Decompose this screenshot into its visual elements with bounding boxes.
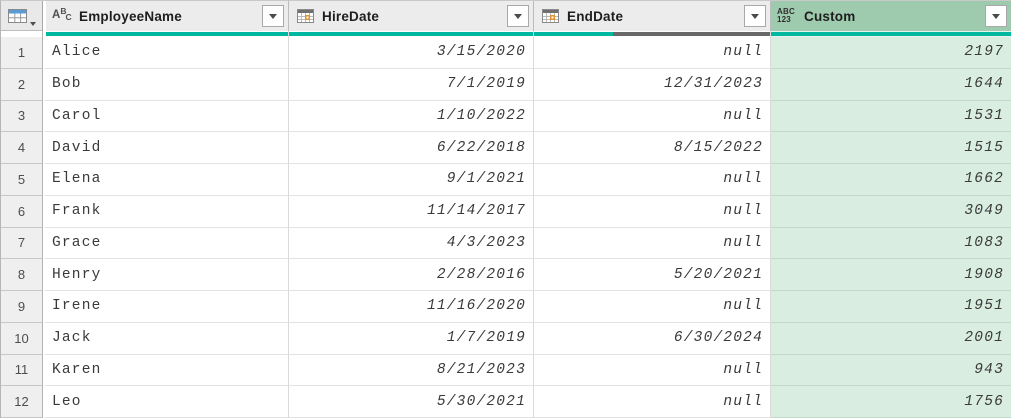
cell-hiredate[interactable]: 5/30/2021 [289, 386, 534, 418]
row-number[interactable]: 9 [1, 291, 43, 323]
row-number[interactable]: 5 [1, 164, 43, 196]
cell-hiredate[interactable]: 8/21/2023 [289, 354, 534, 387]
cell-enddate[interactable]: 8/15/2022 [534, 132, 771, 164]
filter-button[interactable] [507, 5, 529, 27]
row-number[interactable]: 11 [1, 354, 43, 387]
filter-button[interactable] [744, 5, 766, 27]
quality-bar-corner [1, 31, 43, 37]
cell-hiredate[interactable]: 3/15/2020 [289, 37, 534, 69]
row-number[interactable]: 3 [1, 100, 43, 133]
table-icon [7, 8, 27, 23]
cell-hiredate[interactable]: 1/10/2022 [289, 100, 534, 133]
filter-dropdown-icon [269, 13, 277, 19]
date-type-icon[interactable] [295, 9, 316, 23]
cell-hiredate[interactable]: 7/1/2019 [289, 68, 534, 101]
column-label: EmployeeName [79, 8, 182, 24]
cell-enddate[interactable]: null [534, 37, 771, 69]
quality-bar-custom [771, 31, 1011, 37]
select-all-button[interactable] [1, 1, 43, 31]
dropdown-caret-icon [29, 22, 36, 26]
filter-button[interactable] [262, 5, 284, 27]
cell-custom[interactable]: 1908 [771, 259, 1011, 291]
cell-hiredate[interactable]: 11/14/2017 [289, 195, 534, 228]
quality-bar-enddate [534, 31, 771, 37]
filter-dropdown-icon [751, 13, 759, 19]
cell-hiredate[interactable]: 2/28/2016 [289, 259, 534, 291]
cell-employeename[interactable]: Grace [43, 227, 289, 260]
quality-valid-segment [534, 32, 613, 36]
cell-hiredate[interactable]: 6/22/2018 [289, 132, 534, 164]
any-type-icon[interactable]: ABC 123 [777, 7, 795, 24]
filter-dropdown-icon [514, 13, 522, 19]
row-number[interactable]: 4 [1, 132, 43, 164]
cell-employeename[interactable]: Bob [43, 68, 289, 101]
quality-bar-hiredate [289, 31, 534, 37]
quality-valid-segment [289, 32, 533, 36]
cell-custom[interactable]: 1083 [771, 227, 1011, 260]
row-number[interactable]: 1 [1, 37, 43, 69]
quality-empty-segment [612, 32, 770, 36]
column-label: Custom [804, 8, 856, 24]
column-label: EndDate [567, 8, 624, 24]
cell-employeename[interactable]: Frank [43, 195, 289, 228]
cell-enddate[interactable]: null [534, 291, 771, 323]
quality-valid-segment [771, 32, 1011, 36]
cell-enddate[interactable]: null [534, 100, 771, 133]
cell-hiredate[interactable]: 1/7/2019 [289, 322, 534, 355]
column-header-custom[interactable]: ABC 123 Custom [771, 1, 1011, 31]
cell-custom[interactable]: 2001 [771, 322, 1011, 355]
row-number[interactable]: 12 [1, 386, 43, 418]
cell-enddate[interactable]: null [534, 195, 771, 228]
cell-custom[interactable]: 1644 [771, 68, 1011, 101]
quality-valid-segment [46, 32, 288, 36]
cell-enddate[interactable]: null [534, 164, 771, 196]
cell-employeename[interactable]: Carol [43, 100, 289, 133]
cell-employeename[interactable]: Elena [43, 164, 289, 196]
quality-bar-employeename [43, 31, 289, 37]
cell-enddate[interactable]: 5/20/2021 [534, 259, 771, 291]
cell-enddate[interactable]: 6/30/2024 [534, 322, 771, 355]
cell-employeename[interactable]: Leo [43, 386, 289, 418]
cell-enddate[interactable]: null [534, 354, 771, 387]
cell-employeename[interactable]: Karen [43, 354, 289, 387]
row-number[interactable]: 2 [1, 68, 43, 101]
cell-hiredate[interactable]: 9/1/2021 [289, 164, 534, 196]
cell-enddate[interactable]: 12/31/2023 [534, 68, 771, 101]
date-type-icon[interactable] [540, 9, 561, 23]
cell-custom[interactable]: 3049 [771, 195, 1011, 228]
cell-hiredate[interactable]: 4/3/2023 [289, 227, 534, 260]
cell-custom[interactable]: 1756 [771, 386, 1011, 418]
cell-employeename[interactable]: David [43, 132, 289, 164]
cell-custom[interactable]: 1662 [771, 164, 1011, 196]
column-header-hiredate[interactable]: HireDate [289, 1, 534, 31]
row-number[interactable]: 7 [1, 227, 43, 260]
cell-employeename[interactable]: Irene [43, 291, 289, 323]
cell-custom[interactable]: 2197 [771, 37, 1011, 69]
filter-button[interactable] [985, 5, 1007, 27]
row-number[interactable]: 8 [1, 259, 43, 291]
cell-employeename[interactable]: Henry [43, 259, 289, 291]
cell-custom[interactable]: 1531 [771, 100, 1011, 133]
cell-employeename[interactable]: Jack [43, 322, 289, 355]
cell-custom[interactable]: 1515 [771, 132, 1011, 164]
cell-enddate[interactable]: null [534, 227, 771, 260]
cell-hiredate[interactable]: 11/16/2020 [289, 291, 534, 323]
column-header-enddate[interactable]: EndDate [534, 1, 771, 31]
cell-custom[interactable]: 1951 [771, 291, 1011, 323]
row-number[interactable]: 6 [1, 195, 43, 228]
filter-dropdown-icon [992, 13, 1000, 19]
cell-enddate[interactable]: null [534, 386, 771, 418]
cell-employeename[interactable]: Alice [43, 37, 289, 69]
row-number[interactable]: 10 [1, 322, 43, 355]
column-label: HireDate [322, 8, 380, 24]
cell-custom[interactable]: 943 [771, 354, 1011, 387]
